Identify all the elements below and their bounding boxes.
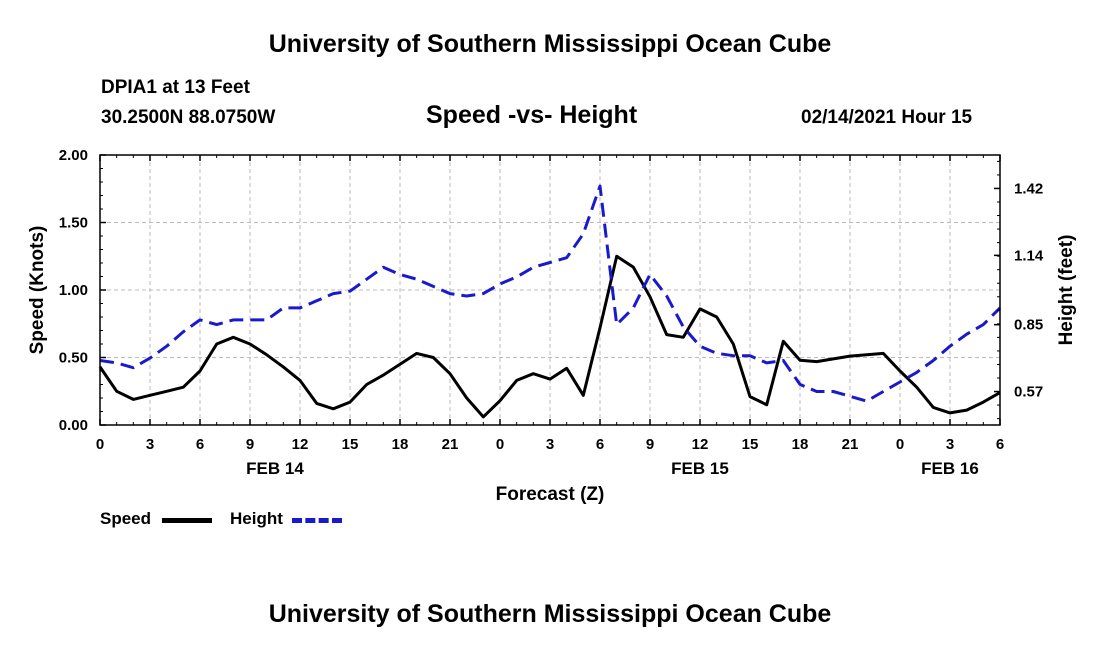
grid [100, 155, 1000, 425]
date-label: FEB 15 [671, 459, 729, 478]
x-tick-label: 3 [146, 436, 154, 453]
y2-tick-label: 0.57 [1014, 384, 1043, 401]
x-tick-label: 18 [392, 436, 409, 453]
x-tick-label: 0 [96, 436, 104, 453]
x-tick-label: 18 [792, 436, 809, 453]
y2-tick-label: 1.42 [1014, 180, 1043, 197]
y-tick-label: 0.50 [59, 350, 88, 367]
y-tick-label: 1.00 [59, 282, 88, 299]
y-tick-label: 0.00 [59, 417, 88, 434]
y-axis-title: Speed (Knots) [27, 226, 48, 355]
x-tick-label: 6 [996, 436, 1004, 453]
x-tick-label: 15 [742, 436, 759, 453]
y-tick-label: 2.00 [59, 147, 88, 164]
legend-speed-swatch [162, 518, 212, 523]
axes [99, 154, 1001, 426]
x-tick-label: 6 [196, 436, 204, 453]
x-tick-label: 0 [496, 436, 504, 453]
series-line-speed [98, 254, 1001, 419]
date-label: FEB 16 [921, 459, 979, 478]
date-label: FEB 14 [246, 459, 304, 478]
forecast-datetime: 02/14/2021 Hour 15 [801, 107, 973, 128]
legend-height-label: Height [230, 509, 283, 528]
axis-labels: 0 3 6 9 12 15 18 21 0 3 6 9 12 15 18 21 0 3 6 0.00 0.50 1.00 1… [27, 147, 1077, 505]
x-tick-label: 3 [546, 436, 554, 453]
x-tick-label: 6 [596, 436, 604, 453]
y2-tick-label: 0.85 [1014, 317, 1043, 334]
x-tick-label: 9 [246, 436, 254, 453]
x-tick-label: 3 [946, 436, 954, 453]
y2-tick-label: 1.14 [1014, 247, 1044, 264]
plot-frame [99, 154, 1001, 426]
x-tick-label: 9 [646, 436, 654, 453]
legend-height-swatch [292, 518, 342, 523]
y-tick-label: 1.50 [59, 215, 88, 232]
series-line-height [99, 184, 1002, 403]
x-tick-label: 21 [842, 436, 859, 453]
x-tick-label: 0 [896, 436, 904, 453]
page-title: University of Southern Mississippi Ocean… [268, 30, 832, 58]
coordinates-label: 30.2500N 88.0750W [101, 107, 276, 128]
y2-axis-title: Height (feet) [1056, 235, 1077, 346]
chart-title: Speed -vs- Height [426, 101, 638, 129]
footer-title: University of Southern Mississippi Ocean… [268, 600, 832, 628]
x-tick-label: 12 [692, 436, 709, 453]
station-label: DPIA1 at 13 Feet [101, 77, 250, 98]
x-tick-label: 21 [442, 436, 459, 453]
series-layer [98, 184, 1002, 419]
x-axis-title: Forecast (Z) [496, 484, 605, 505]
legend-speed-label: Speed [100, 509, 152, 528]
x-tick-label: 12 [292, 436, 309, 453]
x-tick-label: 15 [342, 436, 359, 453]
